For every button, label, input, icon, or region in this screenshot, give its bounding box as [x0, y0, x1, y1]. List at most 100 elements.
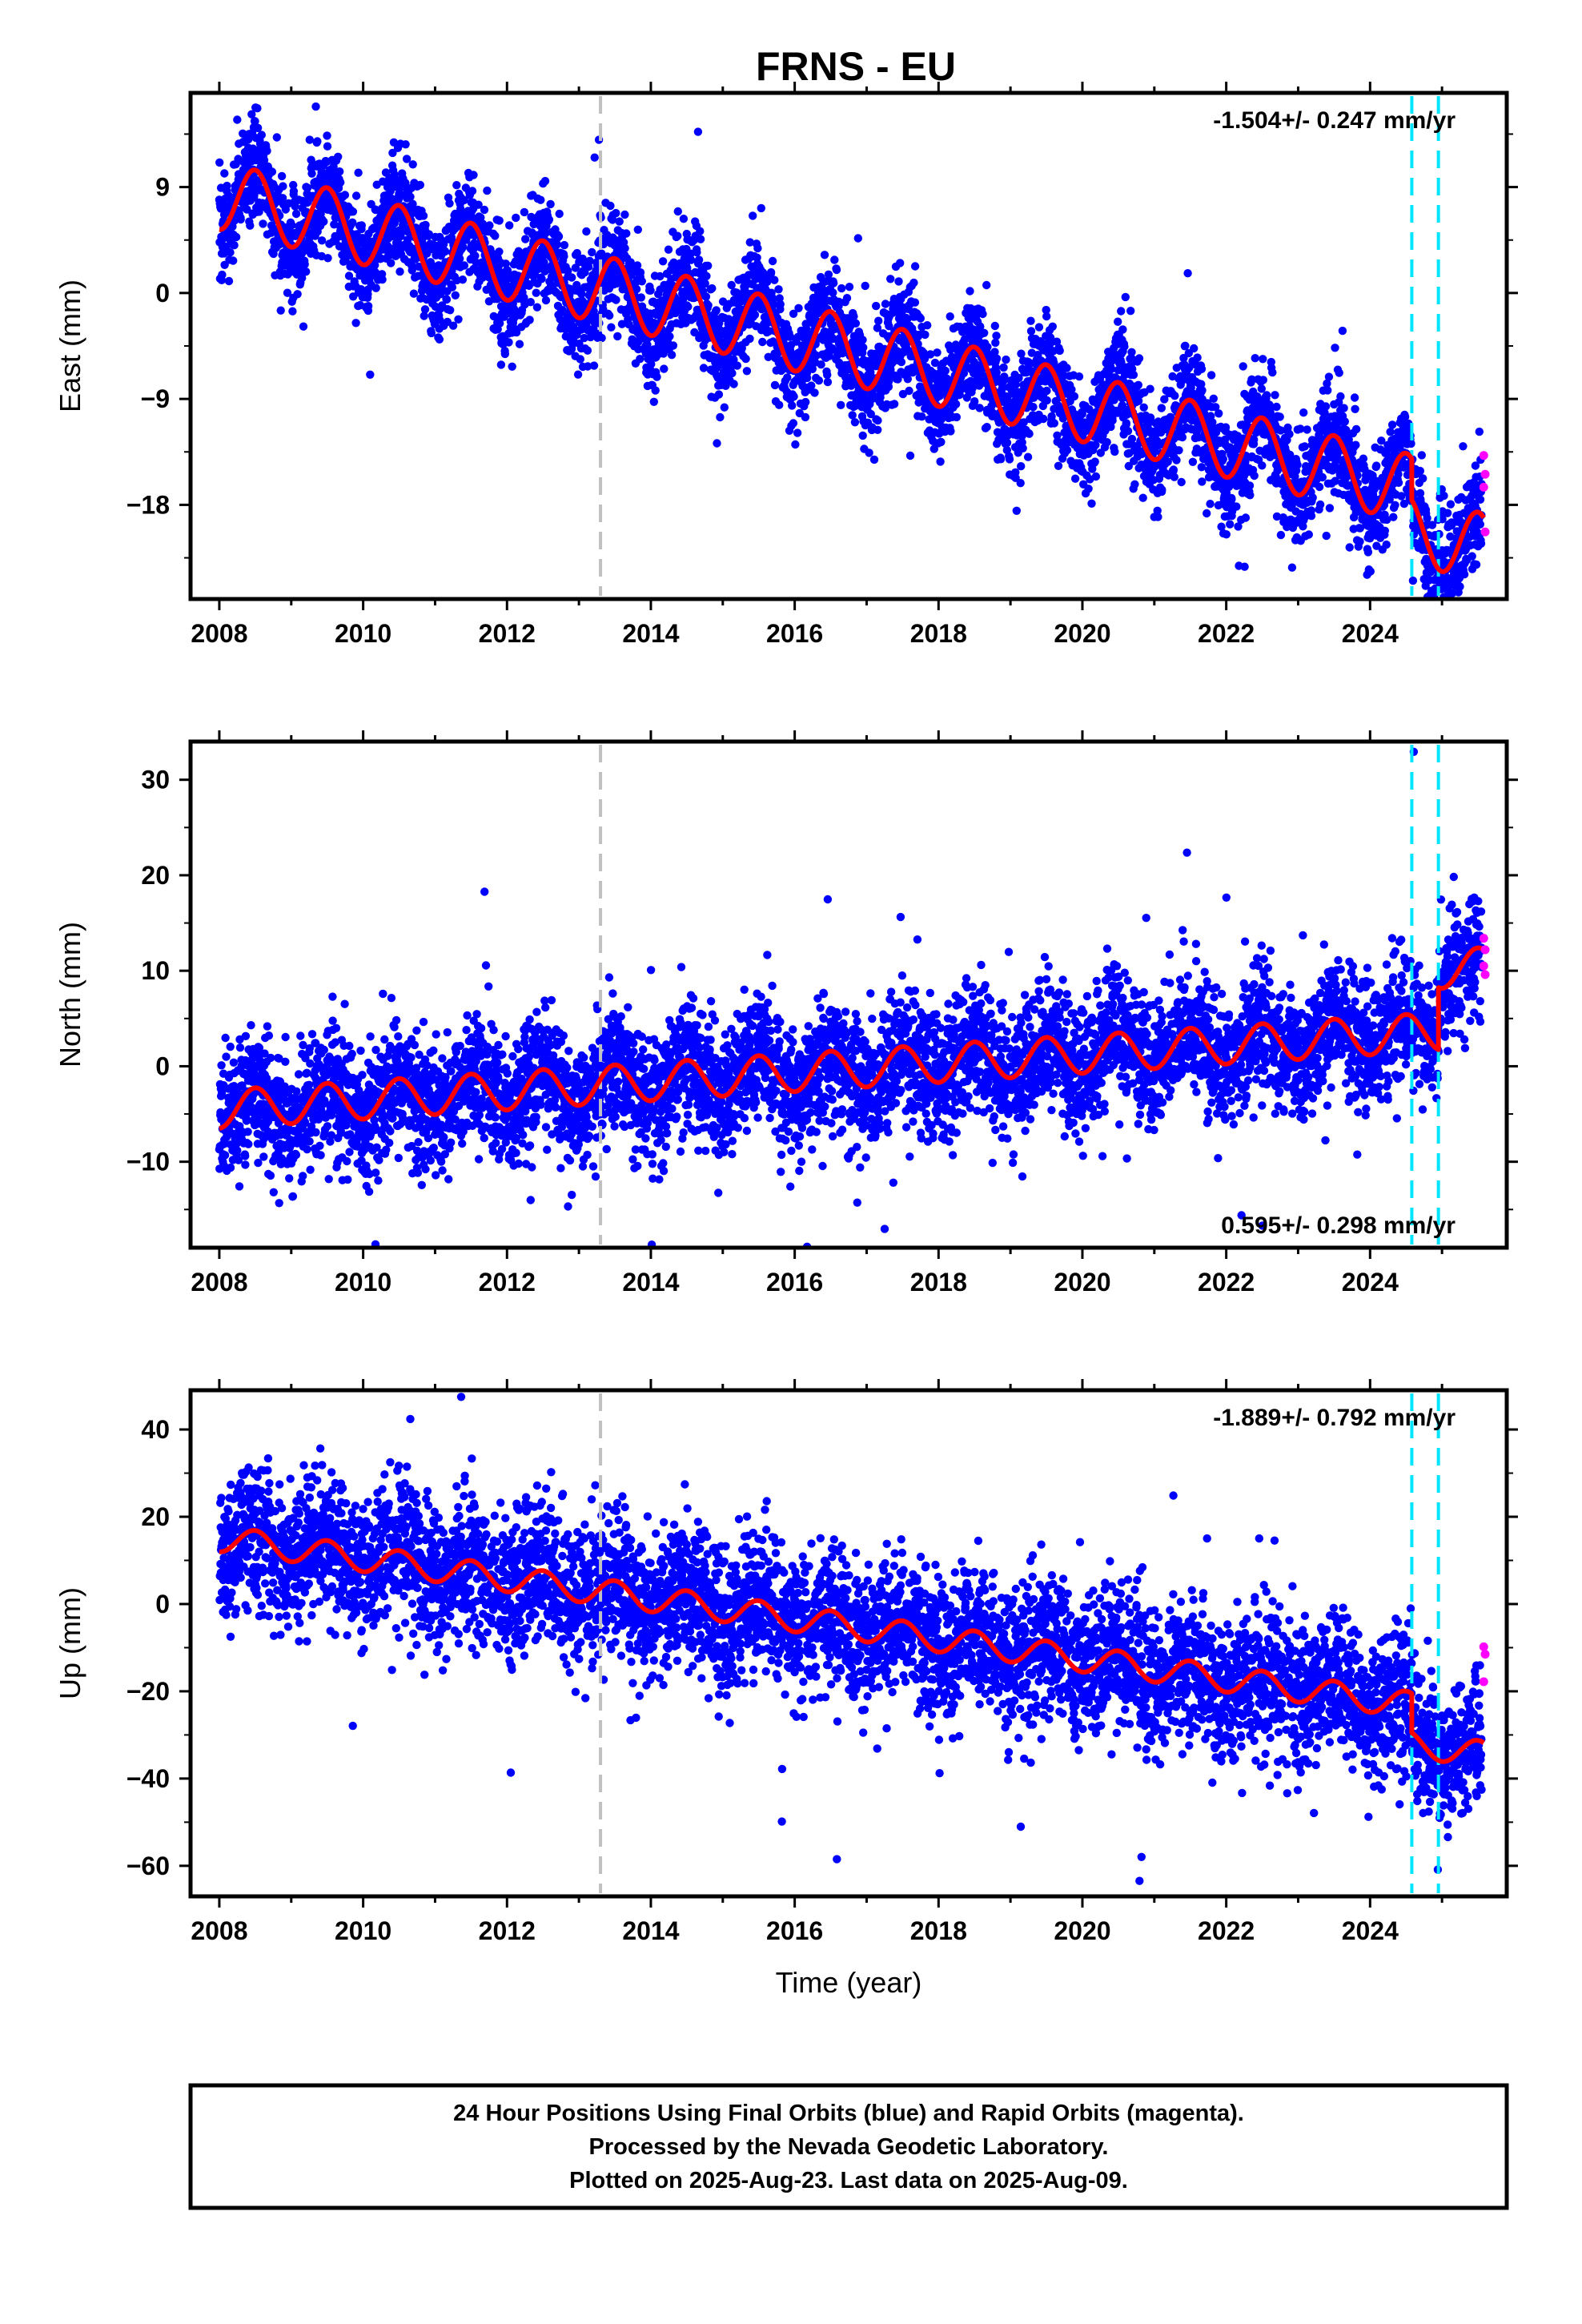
east-final-orbit-point: [1226, 520, 1235, 529]
east-final-orbit-point: [525, 316, 534, 324]
east-final-orbit-point: [1276, 530, 1286, 540]
east-final-orbit-point: [1325, 504, 1335, 513]
east-final-orbit-point: [612, 296, 620, 304]
east-final-orbit-point: [259, 219, 267, 228]
east-final-orbit-point: [388, 148, 397, 158]
east-final-orbit-point: [651, 386, 660, 395]
east-final-orbit-point: [496, 319, 504, 328]
east-final-orbit-point: [905, 386, 913, 396]
east-final-orbit-point: [223, 181, 231, 191]
east-final-orbit-point: [693, 127, 703, 136]
east-final-orbit-point: [936, 457, 945, 466]
east-final-orbit-point: [620, 210, 629, 219]
east-final-orbit-point: [1005, 455, 1014, 464]
east-final-orbit-point: [1215, 409, 1223, 418]
east-final-orbit-point: [889, 400, 899, 408]
east-final-orbit-point: [1055, 346, 1064, 356]
east-final-orbit-point: [952, 412, 962, 422]
east-final-orbit-point: [1308, 493, 1317, 502]
east-final-orbit-point: [293, 290, 302, 299]
east-final-orbit-point: [1157, 404, 1166, 412]
east-final-orbit-point: [1042, 386, 1051, 396]
east-final-orbit-point: [850, 418, 860, 427]
east-final-orbit-point: [637, 277, 646, 286]
east-final-orbit-point: [445, 199, 454, 208]
east-final-orbit-point: [500, 349, 509, 359]
east-final-orbit-point: [363, 302, 373, 311]
east-final-orbit-point: [544, 215, 554, 224]
east-final-orbit-point: [1023, 452, 1033, 461]
east-final-orbit-point: [1134, 354, 1144, 363]
east-final-orbit-point: [606, 201, 615, 211]
east-final-orbit-point: [1172, 456, 1181, 464]
east-final-orbit-point: [1126, 307, 1135, 316]
east-final-orbit-point: [669, 341, 678, 350]
east-final-orbit-point: [905, 451, 915, 460]
east-final-orbit-point: [1203, 509, 1211, 518]
east-final-orbit-point: [313, 137, 322, 146]
east-final-orbit-point: [869, 455, 879, 464]
east-final-orbit-point: [801, 412, 810, 422]
east-final-orbit-point: [921, 330, 930, 340]
east-final-orbit-point: [420, 312, 428, 320]
east-final-orbit-point: [289, 180, 298, 190]
east-final-orbit-point: [224, 276, 234, 286]
east-final-orbit-point: [774, 285, 783, 294]
east-final-orbit-point: [1246, 491, 1255, 500]
east-final-orbit-point: [829, 279, 838, 287]
east-final-orbit-point: [597, 333, 606, 343]
east-final-orbit-point: [1091, 472, 1101, 481]
east-final-orbit-point: [1002, 438, 1012, 448]
east-final-orbit-point: [696, 235, 705, 243]
east-final-orbit-point: [1206, 500, 1215, 509]
east-final-orbit-point: [495, 216, 504, 225]
east-final-orbit-point: [1029, 403, 1038, 412]
east-final-orbit-point: [408, 199, 417, 208]
east-final-orbit-point: [478, 219, 488, 228]
east-final-orbit-point: [448, 321, 458, 330]
east-final-orbit-point: [1268, 368, 1277, 377]
east-final-orbit-point: [468, 187, 477, 195]
east-final-orbit-point: [775, 400, 784, 409]
east-final-orbit-point: [673, 207, 682, 216]
east-final-orbit-point: [1070, 392, 1079, 401]
east-final-orbit-point: [1134, 380, 1143, 389]
east-final-orbit-point: [817, 360, 825, 369]
east-final-orbit-point: [229, 256, 238, 265]
east-final-orbit-point: [276, 306, 285, 315]
east-final-orbit-point: [1307, 512, 1316, 521]
east-final-orbit-point: [832, 265, 841, 275]
east-final-orbit-point: [577, 289, 586, 299]
east-final-orbit-point: [582, 227, 591, 236]
east-final-orbit-point: [742, 367, 752, 376]
east-final-orbit-point: [687, 255, 696, 264]
east-final-orbit-point: [701, 292, 711, 301]
east-final-orbit-point: [970, 397, 979, 406]
east-final-orbit-point: [263, 147, 271, 155]
east-final-orbit-point: [585, 256, 594, 265]
east-final-orbit-point: [909, 278, 918, 287]
east-final-orbit-point: [1321, 402, 1331, 411]
east-final-orbit-point: [923, 321, 932, 330]
east-final-orbit-point: [521, 235, 530, 243]
east-final-orbit-point: [1250, 471, 1259, 480]
east-final-orbit-point: [714, 390, 724, 399]
east-final-orbit-point: [946, 312, 954, 321]
east-final-orbit-point: [783, 373, 792, 382]
plot-title: FRNS - EU: [756, 44, 956, 89]
east-final-orbit-point: [419, 211, 428, 220]
east-final-orbit-point: [246, 221, 255, 230]
east-final-orbit-point: [1315, 500, 1325, 509]
east-final-orbit-point: [768, 256, 777, 266]
east-final-orbit-point: [982, 423, 991, 432]
east-final-orbit-point: [247, 110, 256, 119]
east-final-orbit-point: [336, 178, 345, 187]
east-final-orbit-point: [1117, 307, 1126, 316]
east-final-orbit-point: [1303, 425, 1311, 434]
east-final-orbit-point: [552, 240, 561, 249]
east-final-orbit-point: [340, 191, 350, 199]
east-final-orbit-point: [279, 182, 287, 191]
east-final-orbit-point: [716, 412, 725, 422]
east-final-orbit-point: [541, 296, 551, 305]
east-final-orbit-point: [1275, 412, 1284, 421]
